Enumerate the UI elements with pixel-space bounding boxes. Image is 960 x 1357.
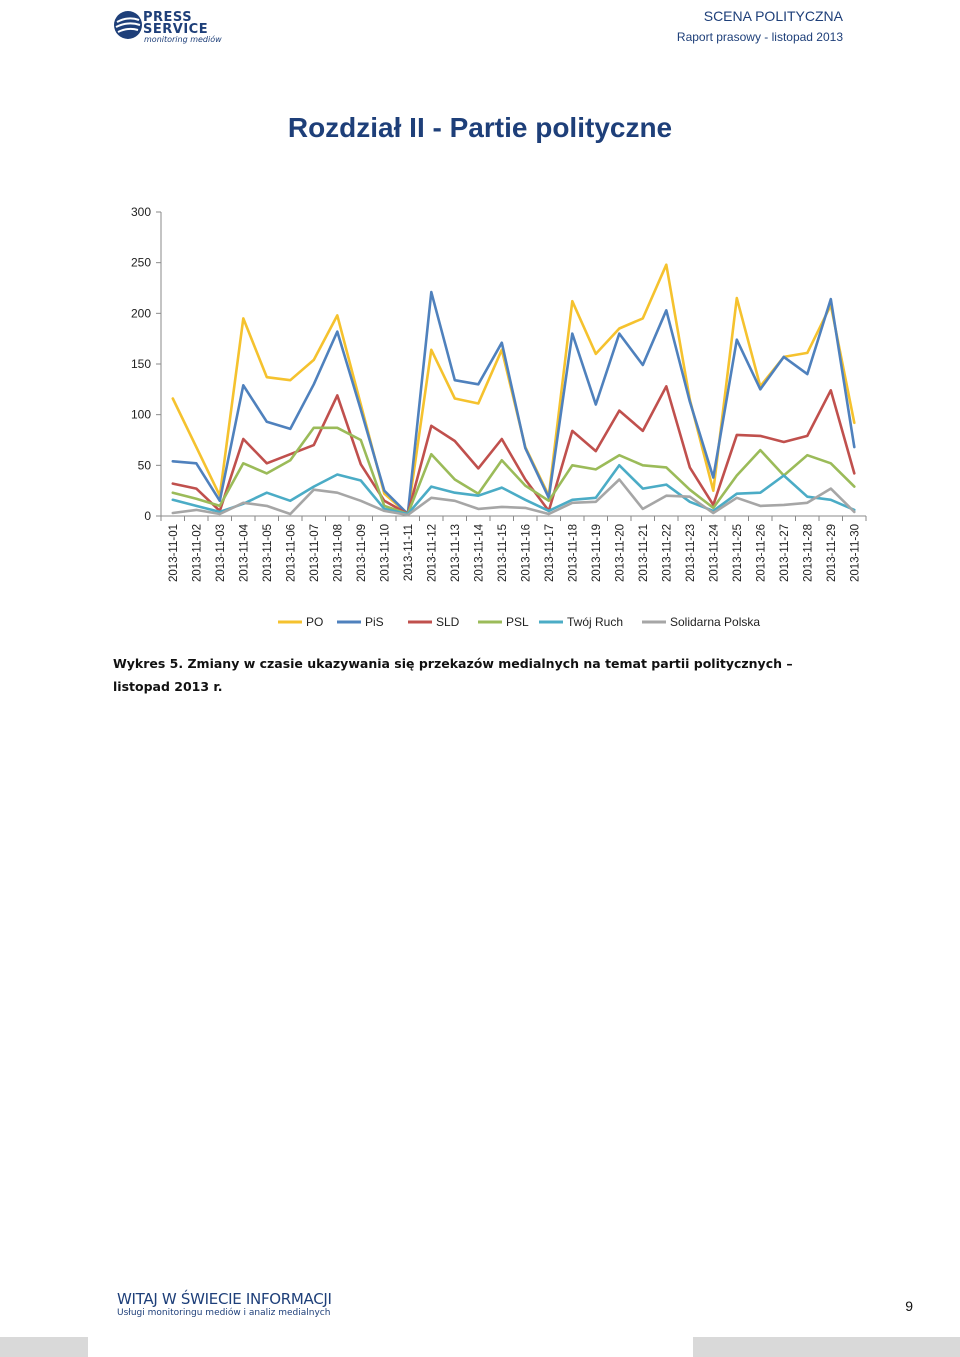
- x-tick-label: 2013-11-19: [591, 524, 603, 582]
- y-tick-label: 0: [144, 509, 151, 523]
- series-line-psl: [171, 426, 856, 516]
- x-tick-label: 2013-11-18: [567, 524, 579, 582]
- y-tick-label: 50: [138, 458, 152, 472]
- x-tick-label: 2013-11-23: [685, 524, 697, 582]
- legend-label: PiS: [365, 615, 384, 629]
- chart-caption: Wykres 5. Zmiany w czasie ukazywania się…: [113, 656, 793, 694]
- logo-text-tagline: monitoring mediów: [144, 35, 222, 44]
- x-tick-label: 2013-11-11: [403, 524, 415, 581]
- x-tick-label: 2013-11-09: [356, 524, 368, 582]
- series-line-solidarna-polska: [171, 478, 856, 517]
- press-service-logo: PRESS SERVICE monitoring mediów: [113, 10, 223, 44]
- logo-text-press: PRESS: [143, 10, 193, 25]
- x-tick-label: 2013-11-25: [732, 524, 744, 582]
- x-tick-label: 2013-11-13: [450, 524, 462, 582]
- y-tick-label: 250: [131, 256, 151, 270]
- series-line-sld: [171, 385, 856, 516]
- legend-label: SLD: [436, 615, 460, 629]
- y-tick-label: 200: [131, 306, 151, 320]
- x-tick-label: 2013-11-21: [638, 524, 650, 582]
- x-tick-label: 2013-11-28: [802, 524, 814, 582]
- x-tick-label: 2013-11-20: [614, 524, 626, 582]
- x-tick-label: 2013-11-10: [379, 524, 391, 582]
- x-tick-label: 2013-11-26: [755, 524, 767, 582]
- legend-label: PSL: [506, 615, 529, 629]
- x-tick-label: 2013-11-02: [191, 524, 203, 582]
- x-tick-label: 2013-11-01: [168, 524, 180, 582]
- header-section-title: SCENA POLITYCZNA: [703, 8, 843, 24]
- x-tick-label: 2013-11-16: [520, 524, 532, 582]
- logo-text-service: SERVICE: [143, 22, 209, 37]
- x-tick-label: 2013-11-04: [238, 523, 250, 582]
- page-header-info: SCENA POLITYCZNA Raport prasowy - listop…: [677, 7, 843, 49]
- x-tick-label: 2013-11-07: [309, 524, 321, 582]
- footer-brand: WITAJ W ŚWIECIE INFORMACJI: [117, 1290, 332, 1308]
- x-tick-label: 2013-11-24: [708, 523, 720, 582]
- x-tick-label: 2013-11-29: [826, 524, 838, 582]
- legend-label: PO: [306, 615, 323, 629]
- legend-label: Solidarna Polska: [670, 615, 760, 629]
- line-chart: 0 50 100 150 200 250 300 2013-11-01 2013-11-02 20…: [131, 205, 867, 629]
- x-tick-label: 2013-11-08: [332, 524, 344, 582]
- x-tick-label: 2013-11-27: [779, 524, 791, 582]
- x-tick-label: 2013-11-05: [262, 524, 274, 582]
- legend-label: Twój Ruch: [567, 615, 623, 629]
- x-tick-label: 2013-11-22: [661, 524, 673, 582]
- x-tick-label: 2013-11-14: [473, 523, 485, 582]
- series-line-po: [171, 263, 856, 516]
- x-tick-label: 2013-11-06: [285, 524, 297, 582]
- page-number: 9: [905, 1298, 913, 1314]
- footer-bar-right: [693, 1337, 960, 1357]
- y-tick-label: 300: [131, 205, 151, 219]
- x-tick-label: 2013-11-15: [497, 524, 509, 582]
- footer-bar-left: [0, 1337, 88, 1357]
- page-title: Rozdział II - Partie polityczne: [287, 112, 673, 143]
- x-tick-label: 2013-11-03: [215, 524, 227, 582]
- series-line-twój-ruch: [171, 463, 856, 516]
- series-line-pis: [171, 290, 856, 516]
- x-tick-label: 2013-11-30: [849, 524, 861, 582]
- globe-logo-icon: [114, 11, 142, 39]
- x-tick-label: 2013-11-12: [426, 524, 438, 582]
- y-tick-label: 100: [131, 408, 151, 422]
- footer-tagline: Usługi monitoringu mediów i analiz media…: [117, 1308, 331, 1318]
- y-tick-label: 150: [131, 357, 151, 371]
- x-tick-label: 2013-11-17: [544, 524, 556, 582]
- header-report-name: Raport prasowy - listopad 2013: [676, 30, 843, 44]
